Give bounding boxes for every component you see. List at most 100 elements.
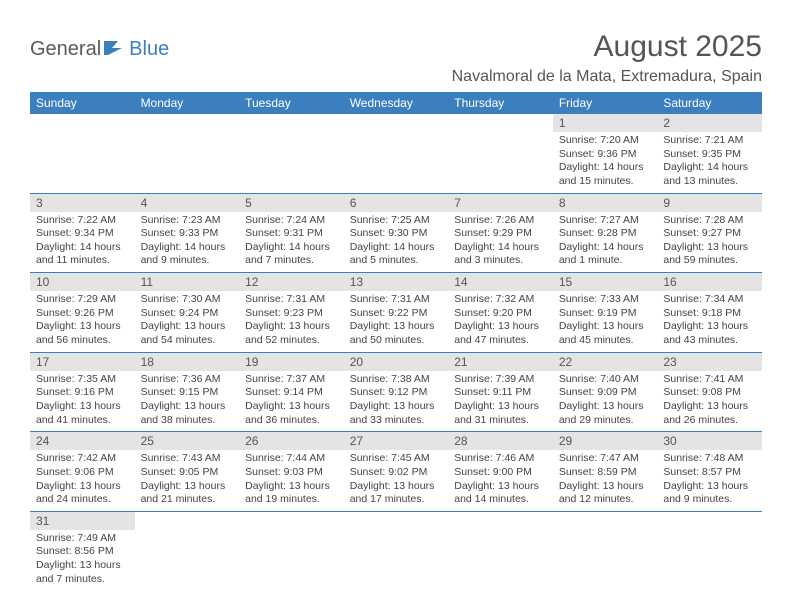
day-details: Sunrise: 7:44 AMSunset: 9:03 PMDaylight:…: [239, 450, 344, 511]
calendar-day-cell: 7Sunrise: 7:26 AMSunset: 9:29 PMDaylight…: [448, 193, 553, 273]
daylight-line: Daylight: 14 hours and 13 minutes.: [663, 161, 756, 188]
weekday-header: Monday: [135, 92, 240, 114]
calendar-day-cell: 24Sunrise: 7:42 AMSunset: 9:06 PMDayligh…: [30, 432, 135, 512]
sunrise-line: Sunrise: 7:24 AM: [245, 214, 338, 228]
sunset-line: Sunset: 9:26 PM: [36, 307, 129, 321]
calendar-day-cell: 13Sunrise: 7:31 AMSunset: 9:22 PMDayligh…: [344, 273, 449, 353]
sunrise-line: Sunrise: 7:23 AM: [141, 214, 234, 228]
daylight-line: Daylight: 13 hours and 7 minutes.: [36, 559, 129, 586]
daylight-line: Daylight: 13 hours and 21 minutes.: [141, 480, 234, 507]
calendar-day-cell: 28Sunrise: 7:46 AMSunset: 9:00 PMDayligh…: [448, 432, 553, 512]
sunset-line: Sunset: 9:00 PM: [454, 466, 547, 480]
daylight-line: Daylight: 13 hours and 43 minutes.: [663, 320, 756, 347]
sunset-line: Sunset: 9:16 PM: [36, 386, 129, 400]
calendar-day-cell: 2Sunrise: 7:21 AMSunset: 9:35 PMDaylight…: [657, 114, 762, 193]
day-number: 24: [30, 432, 135, 450]
day-number: 23: [657, 353, 762, 371]
title-block: August 2025 Navalmoral de la Mata, Extre…: [452, 30, 762, 86]
calendar-day-cell: 9Sunrise: 7:28 AMSunset: 9:27 PMDaylight…: [657, 193, 762, 273]
sunset-line: Sunset: 9:12 PM: [350, 386, 443, 400]
sunrise-line: Sunrise: 7:37 AM: [245, 373, 338, 387]
calendar-week-row: 10Sunrise: 7:29 AMSunset: 9:26 PMDayligh…: [30, 273, 762, 353]
calendar-day-cell: 30Sunrise: 7:48 AMSunset: 8:57 PMDayligh…: [657, 432, 762, 512]
day-number: 8: [553, 194, 658, 212]
day-number: 29: [553, 432, 658, 450]
sunset-line: Sunset: 9:28 PM: [559, 227, 652, 241]
calendar-day-cell: [135, 114, 240, 193]
sunrise-line: Sunrise: 7:39 AM: [454, 373, 547, 387]
sunrise-line: Sunrise: 7:42 AM: [36, 452, 129, 466]
sunset-line: Sunset: 9:09 PM: [559, 386, 652, 400]
daylight-line: Daylight: 14 hours and 3 minutes.: [454, 241, 547, 268]
calendar-day-cell: [657, 511, 762, 590]
weekday-header: Thursday: [448, 92, 553, 114]
daylight-line: Daylight: 13 hours and 31 minutes.: [454, 400, 547, 427]
day-details: Sunrise: 7:49 AMSunset: 8:56 PMDaylight:…: [30, 530, 135, 591]
sunset-line: Sunset: 9:34 PM: [36, 227, 129, 241]
day-details: Sunrise: 7:46 AMSunset: 9:00 PMDaylight:…: [448, 450, 553, 511]
calendar-day-cell: 8Sunrise: 7:27 AMSunset: 9:28 PMDaylight…: [553, 193, 658, 273]
daylight-line: Daylight: 13 hours and 26 minutes.: [663, 400, 756, 427]
day-details: Sunrise: 7:31 AMSunset: 9:22 PMDaylight:…: [344, 291, 449, 352]
flag-icon: [104, 38, 126, 61]
day-number: 27: [344, 432, 449, 450]
calendar-day-cell: [239, 114, 344, 193]
sunrise-line: Sunrise: 7:26 AM: [454, 214, 547, 228]
calendar-day-cell: 29Sunrise: 7:47 AMSunset: 8:59 PMDayligh…: [553, 432, 658, 512]
calendar-day-cell: 27Sunrise: 7:45 AMSunset: 9:02 PMDayligh…: [344, 432, 449, 512]
day-number: 12: [239, 273, 344, 291]
sunrise-line: Sunrise: 7:40 AM: [559, 373, 652, 387]
sunset-line: Sunset: 8:57 PM: [663, 466, 756, 480]
sunrise-line: Sunrise: 7:28 AM: [663, 214, 756, 228]
day-number: 20: [344, 353, 449, 371]
sunset-line: Sunset: 9:33 PM: [141, 227, 234, 241]
calendar-day-cell: 5Sunrise: 7:24 AMSunset: 9:31 PMDaylight…: [239, 193, 344, 273]
header: General Blue August 2025 Navalmoral de l…: [30, 30, 762, 86]
sunrise-line: Sunrise: 7:34 AM: [663, 293, 756, 307]
daylight-line: Daylight: 13 hours and 36 minutes.: [245, 400, 338, 427]
calendar-week-row: 3Sunrise: 7:22 AMSunset: 9:34 PMDaylight…: [30, 193, 762, 273]
logo: General Blue: [30, 38, 169, 61]
day-details: Sunrise: 7:23 AMSunset: 9:33 PMDaylight:…: [135, 212, 240, 273]
sunrise-line: Sunrise: 7:41 AM: [663, 373, 756, 387]
sunset-line: Sunset: 9:31 PM: [245, 227, 338, 241]
day-details: Sunrise: 7:30 AMSunset: 9:24 PMDaylight:…: [135, 291, 240, 352]
calendar-day-cell: 6Sunrise: 7:25 AMSunset: 9:30 PMDaylight…: [344, 193, 449, 273]
daylight-line: Daylight: 13 hours and 19 minutes.: [245, 480, 338, 507]
day-details: Sunrise: 7:35 AMSunset: 9:16 PMDaylight:…: [30, 371, 135, 432]
sunset-line: Sunset: 9:23 PM: [245, 307, 338, 321]
calendar-day-cell: 21Sunrise: 7:39 AMSunset: 9:11 PMDayligh…: [448, 352, 553, 432]
calendar-day-cell: 26Sunrise: 7:44 AMSunset: 9:03 PMDayligh…: [239, 432, 344, 512]
daylight-line: Daylight: 13 hours and 9 minutes.: [663, 480, 756, 507]
sunset-line: Sunset: 9:35 PM: [663, 148, 756, 162]
sunset-line: Sunset: 9:06 PM: [36, 466, 129, 480]
sunset-line: Sunset: 9:15 PM: [141, 386, 234, 400]
day-number: 18: [135, 353, 240, 371]
sunset-line: Sunset: 9:20 PM: [454, 307, 547, 321]
day-number: 22: [553, 353, 658, 371]
day-number: 19: [239, 353, 344, 371]
daylight-line: Daylight: 13 hours and 52 minutes.: [245, 320, 338, 347]
sunset-line: Sunset: 9:02 PM: [350, 466, 443, 480]
weekday-header: Friday: [553, 92, 658, 114]
daylight-line: Daylight: 14 hours and 5 minutes.: [350, 241, 443, 268]
day-number: 2: [657, 114, 762, 132]
daylight-line: Daylight: 14 hours and 9 minutes.: [141, 241, 234, 268]
sunrise-line: Sunrise: 7:31 AM: [350, 293, 443, 307]
calendar-day-cell: 11Sunrise: 7:30 AMSunset: 9:24 PMDayligh…: [135, 273, 240, 353]
calendar-day-cell: 16Sunrise: 7:34 AMSunset: 9:18 PMDayligh…: [657, 273, 762, 353]
calendar-day-cell: 4Sunrise: 7:23 AMSunset: 9:33 PMDaylight…: [135, 193, 240, 273]
logo-text-blue: Blue: [129, 38, 169, 61]
day-number: 16: [657, 273, 762, 291]
calendar-day-cell: 14Sunrise: 7:32 AMSunset: 9:20 PMDayligh…: [448, 273, 553, 353]
calendar-day-cell: 31Sunrise: 7:49 AMSunset: 8:56 PMDayligh…: [30, 511, 135, 590]
weekday-header-row: Sunday Monday Tuesday Wednesday Thursday…: [30, 92, 762, 114]
day-number: 9: [657, 194, 762, 212]
weekday-header: Tuesday: [239, 92, 344, 114]
sunset-line: Sunset: 9:19 PM: [559, 307, 652, 321]
sunrise-line: Sunrise: 7:22 AM: [36, 214, 129, 228]
sunrise-line: Sunrise: 7:32 AM: [454, 293, 547, 307]
sunset-line: Sunset: 9:05 PM: [141, 466, 234, 480]
day-number: 15: [553, 273, 658, 291]
day-details: Sunrise: 7:28 AMSunset: 9:27 PMDaylight:…: [657, 212, 762, 273]
